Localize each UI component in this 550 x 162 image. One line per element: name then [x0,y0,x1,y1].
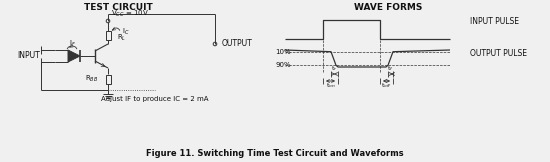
Text: R$_{BB}$: R$_{BB}$ [85,74,98,84]
Bar [106,75,111,83]
Bar [106,30,111,40]
Text: INPUT PULSE: INPUT PULSE [470,17,519,27]
Text: TEST CIRCUIT: TEST CIRCUIT [84,4,152,12]
Polygon shape [68,50,80,62]
Text: R$_L$: R$_L$ [117,33,126,43]
Text: I$_F$: I$_F$ [69,39,75,49]
Text: t$_{on}$: t$_{on}$ [326,81,336,90]
Text: WAVE FORMS: WAVE FORMS [354,4,422,12]
Text: OUTPUT PULSE: OUTPUT PULSE [470,50,527,58]
Text: 10%: 10% [276,49,291,55]
Text: INPUT: INPUT [17,51,40,59]
Text: OUTPUT: OUTPUT [222,40,253,48]
Text: 90%: 90% [276,62,291,68]
Text: Adjust I⁠F to produce I⁠C = 2 mA: Adjust I⁠F to produce I⁠C = 2 mA [101,96,209,102]
Text: Figure 11. Switching Time Test Circuit and Waveforms: Figure 11. Switching Time Test Circuit a… [146,150,404,158]
Text: t$_r$: t$_r$ [331,64,338,73]
Text: t$_{off}$: t$_{off}$ [381,81,392,90]
Text: t$_f$: t$_f$ [387,64,394,73]
Text: V$_{CC}$ = 10V: V$_{CC}$ = 10V [111,9,149,19]
Text: I$_C$: I$_C$ [122,27,130,37]
